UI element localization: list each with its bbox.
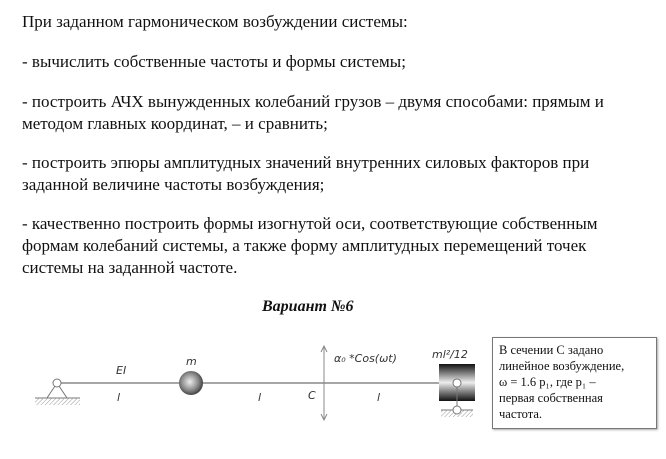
note-line: первая собственная [499,391,603,405]
task-item-4-line-1: - качественно построить формы изогнутой … [22,214,598,233]
section-label: C [308,389,316,402]
note-line: ω = 1.6 p₁, где p₁ – [499,375,596,389]
inertia-label: ml²/12 [432,348,468,361]
span-label-1: l [117,391,120,404]
pin-support-icon [35,378,80,405]
stiffness-label: EI [116,364,126,377]
note-line: линейное возбуждение, [499,359,625,373]
task-item-1: - вычислить собственные частоты и формы … [22,52,406,71]
task-item-2-line-1: - построить АЧХ вынужденных колебаний гр… [22,92,604,111]
task-item-4-line-3: системы на заданной частоте. [22,258,238,277]
excitation-arrow-icon [320,344,328,422]
rotational-mass-icon [439,364,475,417]
task-item-3-line-1: - построить эпюры амплитудных значений в… [22,153,590,172]
point-mass-icon [179,371,203,395]
note-line: частота. [499,407,543,421]
span-label-2: l [258,391,261,404]
task-item-2-line-2: методом главных координат, – и сравнить; [22,114,328,133]
task-intro: При заданном гармоническом возбуждении с… [22,12,408,31]
task-item-4-line-2: формам колебаний системы, а также форму … [22,236,587,255]
note-line: В сечении C задано [499,343,604,357]
mass-label: m [186,355,197,368]
excitation-label: α₀ *Cos(ωt) [334,352,397,365]
condition-note: В сечении C задано линейное возбуждение,… [492,337,657,429]
task-item-3-line-2: заданной величине частоты возбуждения; [22,175,325,194]
span-label-3: l [377,391,380,404]
variant-title: Вариант №6 [262,298,354,315]
